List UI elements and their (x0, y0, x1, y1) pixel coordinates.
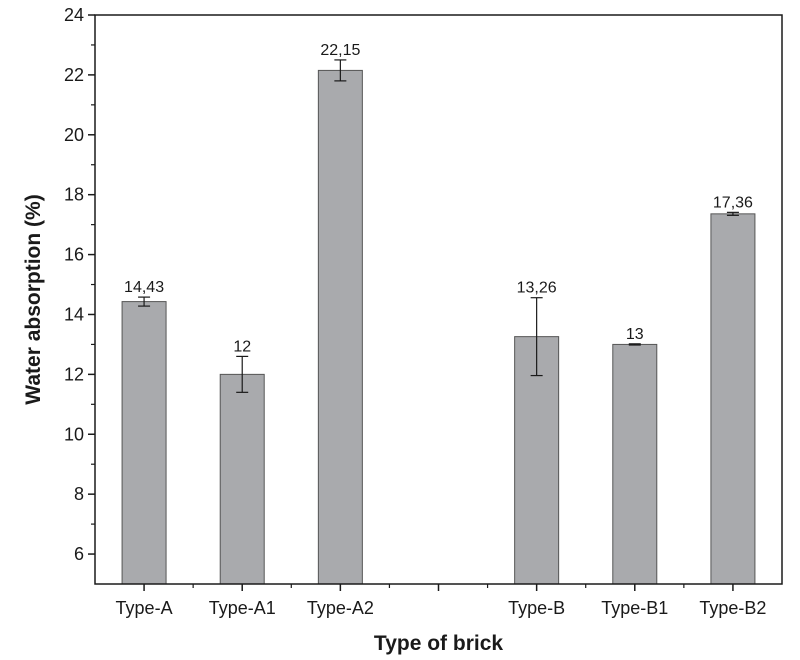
y-tick-label: 24 (64, 5, 84, 25)
x-tick-label: Type-B1 (601, 598, 668, 618)
x-tick-label: Type-B2 (699, 598, 766, 618)
data-label: 22,15 (320, 42, 360, 59)
bar (219, 373, 265, 585)
data-labels-group: 14,43 12 22,15 13,26 13 17,36 (124, 42, 753, 355)
bar (317, 69, 363, 585)
bar (612, 343, 658, 585)
y-tick-label: 10 (64, 424, 84, 444)
y-tick-label: 14 (64, 304, 84, 324)
x-tick-label: Type-B (508, 598, 565, 618)
error-bars-group (138, 59, 739, 393)
bars-group (121, 69, 756, 585)
y-tick-label: 22 (64, 65, 84, 85)
y-tick-label: 18 (64, 185, 84, 205)
y-tick-label: 12 (64, 364, 84, 384)
plot-frame (94, 14, 783, 585)
data-label: 12 (233, 338, 251, 355)
x-tick-label: Type-A1 (209, 598, 276, 618)
y-tick-label: 16 (64, 245, 84, 265)
x-axis-ticks: Type-A Type-A1 Type-A2 Type-B Type-B1 Type-B2 (116, 584, 766, 618)
bar (514, 336, 560, 585)
bar (710, 213, 756, 585)
y-axis-title: Water absorption (%) (22, 194, 45, 404)
bar (121, 301, 167, 585)
y-tick-label: 8 (74, 484, 84, 504)
data-label: 13 (626, 326, 644, 343)
y-axis-ticks: 6 8 10 12 14 16 18 20 22 24 (64, 5, 95, 564)
data-label: 13,26 (517, 280, 557, 297)
data-label: 14,43 (124, 279, 164, 296)
data-label: 17,36 (713, 194, 753, 211)
x-axis-title: Type of brick (374, 632, 503, 655)
x-tick-label: Type-A2 (307, 598, 374, 618)
x-tick-label: Type-A (116, 598, 173, 618)
y-tick-label: 20 (64, 125, 84, 145)
y-tick-label: 6 (74, 544, 84, 564)
